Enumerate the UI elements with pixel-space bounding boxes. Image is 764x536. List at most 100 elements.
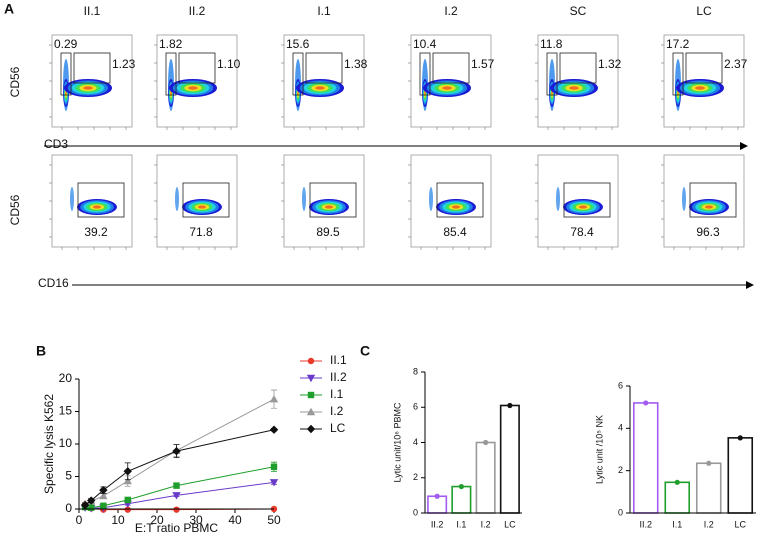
y-tick-label: 0 xyxy=(413,507,418,517)
y-axis-label: CD56 xyxy=(8,194,22,225)
gate xyxy=(685,52,723,84)
point xyxy=(172,492,181,500)
panel-label: C xyxy=(360,343,370,359)
point xyxy=(270,463,278,470)
legend-marker xyxy=(306,374,316,383)
gate xyxy=(559,52,597,84)
y-axis-label: Specific lysis K562 xyxy=(42,394,56,494)
gate xyxy=(419,52,431,96)
gate-value: 1.32 xyxy=(598,57,622,71)
density xyxy=(198,205,206,209)
point xyxy=(99,485,108,495)
gate xyxy=(73,52,111,84)
density xyxy=(442,86,452,90)
column-label: II.2 xyxy=(189,4,206,18)
gate-value: 71.8 xyxy=(189,225,213,239)
point xyxy=(100,502,107,509)
density xyxy=(452,205,460,209)
x-tick-label: 30 xyxy=(189,513,203,527)
y-tick-label: 20 xyxy=(59,371,73,385)
x-axis-label: E:T ratio PBMC xyxy=(135,521,218,535)
x-tick-label: 50 xyxy=(267,513,281,527)
gate-value: 1.23 xyxy=(112,57,136,71)
point xyxy=(123,476,132,485)
density xyxy=(682,187,686,211)
legend-marker xyxy=(307,357,315,365)
legend-label: II.1 xyxy=(330,353,347,367)
point xyxy=(80,500,90,510)
legend-marker xyxy=(306,407,316,416)
point xyxy=(172,446,181,456)
y-tick-label: 0 xyxy=(618,507,623,517)
point xyxy=(87,504,95,511)
legend-marker xyxy=(306,424,316,434)
point xyxy=(124,506,131,513)
density xyxy=(188,86,198,90)
y-tick-label: 8 xyxy=(413,366,418,376)
gate-value: 1.10 xyxy=(217,57,241,71)
gate xyxy=(672,52,684,96)
point xyxy=(643,400,649,406)
point xyxy=(269,394,279,403)
point xyxy=(173,506,180,513)
density xyxy=(315,86,325,90)
x-tick-label: I.2 xyxy=(704,519,714,529)
gate-value: 2.37 xyxy=(724,57,748,71)
density xyxy=(93,205,101,209)
y-tick-label: 5 xyxy=(65,469,72,483)
density xyxy=(695,86,705,90)
bar xyxy=(632,402,659,514)
legend-label: LC xyxy=(330,421,346,435)
gate-value: 39.2 xyxy=(84,225,108,239)
point xyxy=(86,496,96,505)
y-axis-label: Lytic unit/10⁶ PBMC xyxy=(392,402,402,482)
gate-value: 10.4 xyxy=(413,37,437,51)
gate-value: 78.4 xyxy=(570,225,594,239)
arrow-head xyxy=(746,281,754,289)
gate xyxy=(165,52,177,96)
point xyxy=(269,479,279,487)
panel-label: B xyxy=(36,343,46,359)
x-tick-label: I.1 xyxy=(672,519,682,529)
y-tick-label: 4 xyxy=(413,437,418,447)
bar xyxy=(695,462,722,514)
point xyxy=(434,493,440,499)
legend-label: II.2 xyxy=(330,370,347,384)
column-label: II.1 xyxy=(84,4,101,18)
legend-marker xyxy=(307,391,315,399)
point xyxy=(99,491,108,500)
gate-value: 85.4 xyxy=(443,225,467,239)
gate-value: 17.2 xyxy=(666,37,690,51)
gate xyxy=(178,52,216,84)
gate xyxy=(436,182,484,218)
density xyxy=(569,86,579,90)
legend-label: I.2 xyxy=(330,404,344,418)
density xyxy=(302,187,306,211)
density xyxy=(175,187,179,211)
density xyxy=(556,187,560,211)
x-tick-label: LC xyxy=(504,519,516,529)
y-axis-label: CD56 xyxy=(8,66,22,97)
gate-value: 0.29 xyxy=(54,37,78,51)
bar xyxy=(727,437,754,514)
gate xyxy=(546,52,558,96)
gate-value: 96.3 xyxy=(696,225,720,239)
density xyxy=(83,86,93,90)
gate xyxy=(292,52,304,96)
gate-value: 1.38 xyxy=(344,57,368,71)
gate xyxy=(689,182,737,218)
density xyxy=(429,187,433,211)
y-tick-label: 10 xyxy=(59,436,73,450)
arrow-head xyxy=(740,142,748,150)
x-tick-label: 10 xyxy=(111,513,125,527)
bar xyxy=(475,441,496,514)
point xyxy=(706,460,712,466)
density xyxy=(705,205,713,209)
x-tick-label: I.2 xyxy=(481,519,491,529)
gate-value: 1.57 xyxy=(471,57,495,71)
bar xyxy=(664,481,691,514)
bar xyxy=(451,485,472,514)
y-tick-label: 6 xyxy=(413,402,418,412)
legend-label: I.1 xyxy=(330,387,344,401)
column-label: LC xyxy=(696,4,712,18)
